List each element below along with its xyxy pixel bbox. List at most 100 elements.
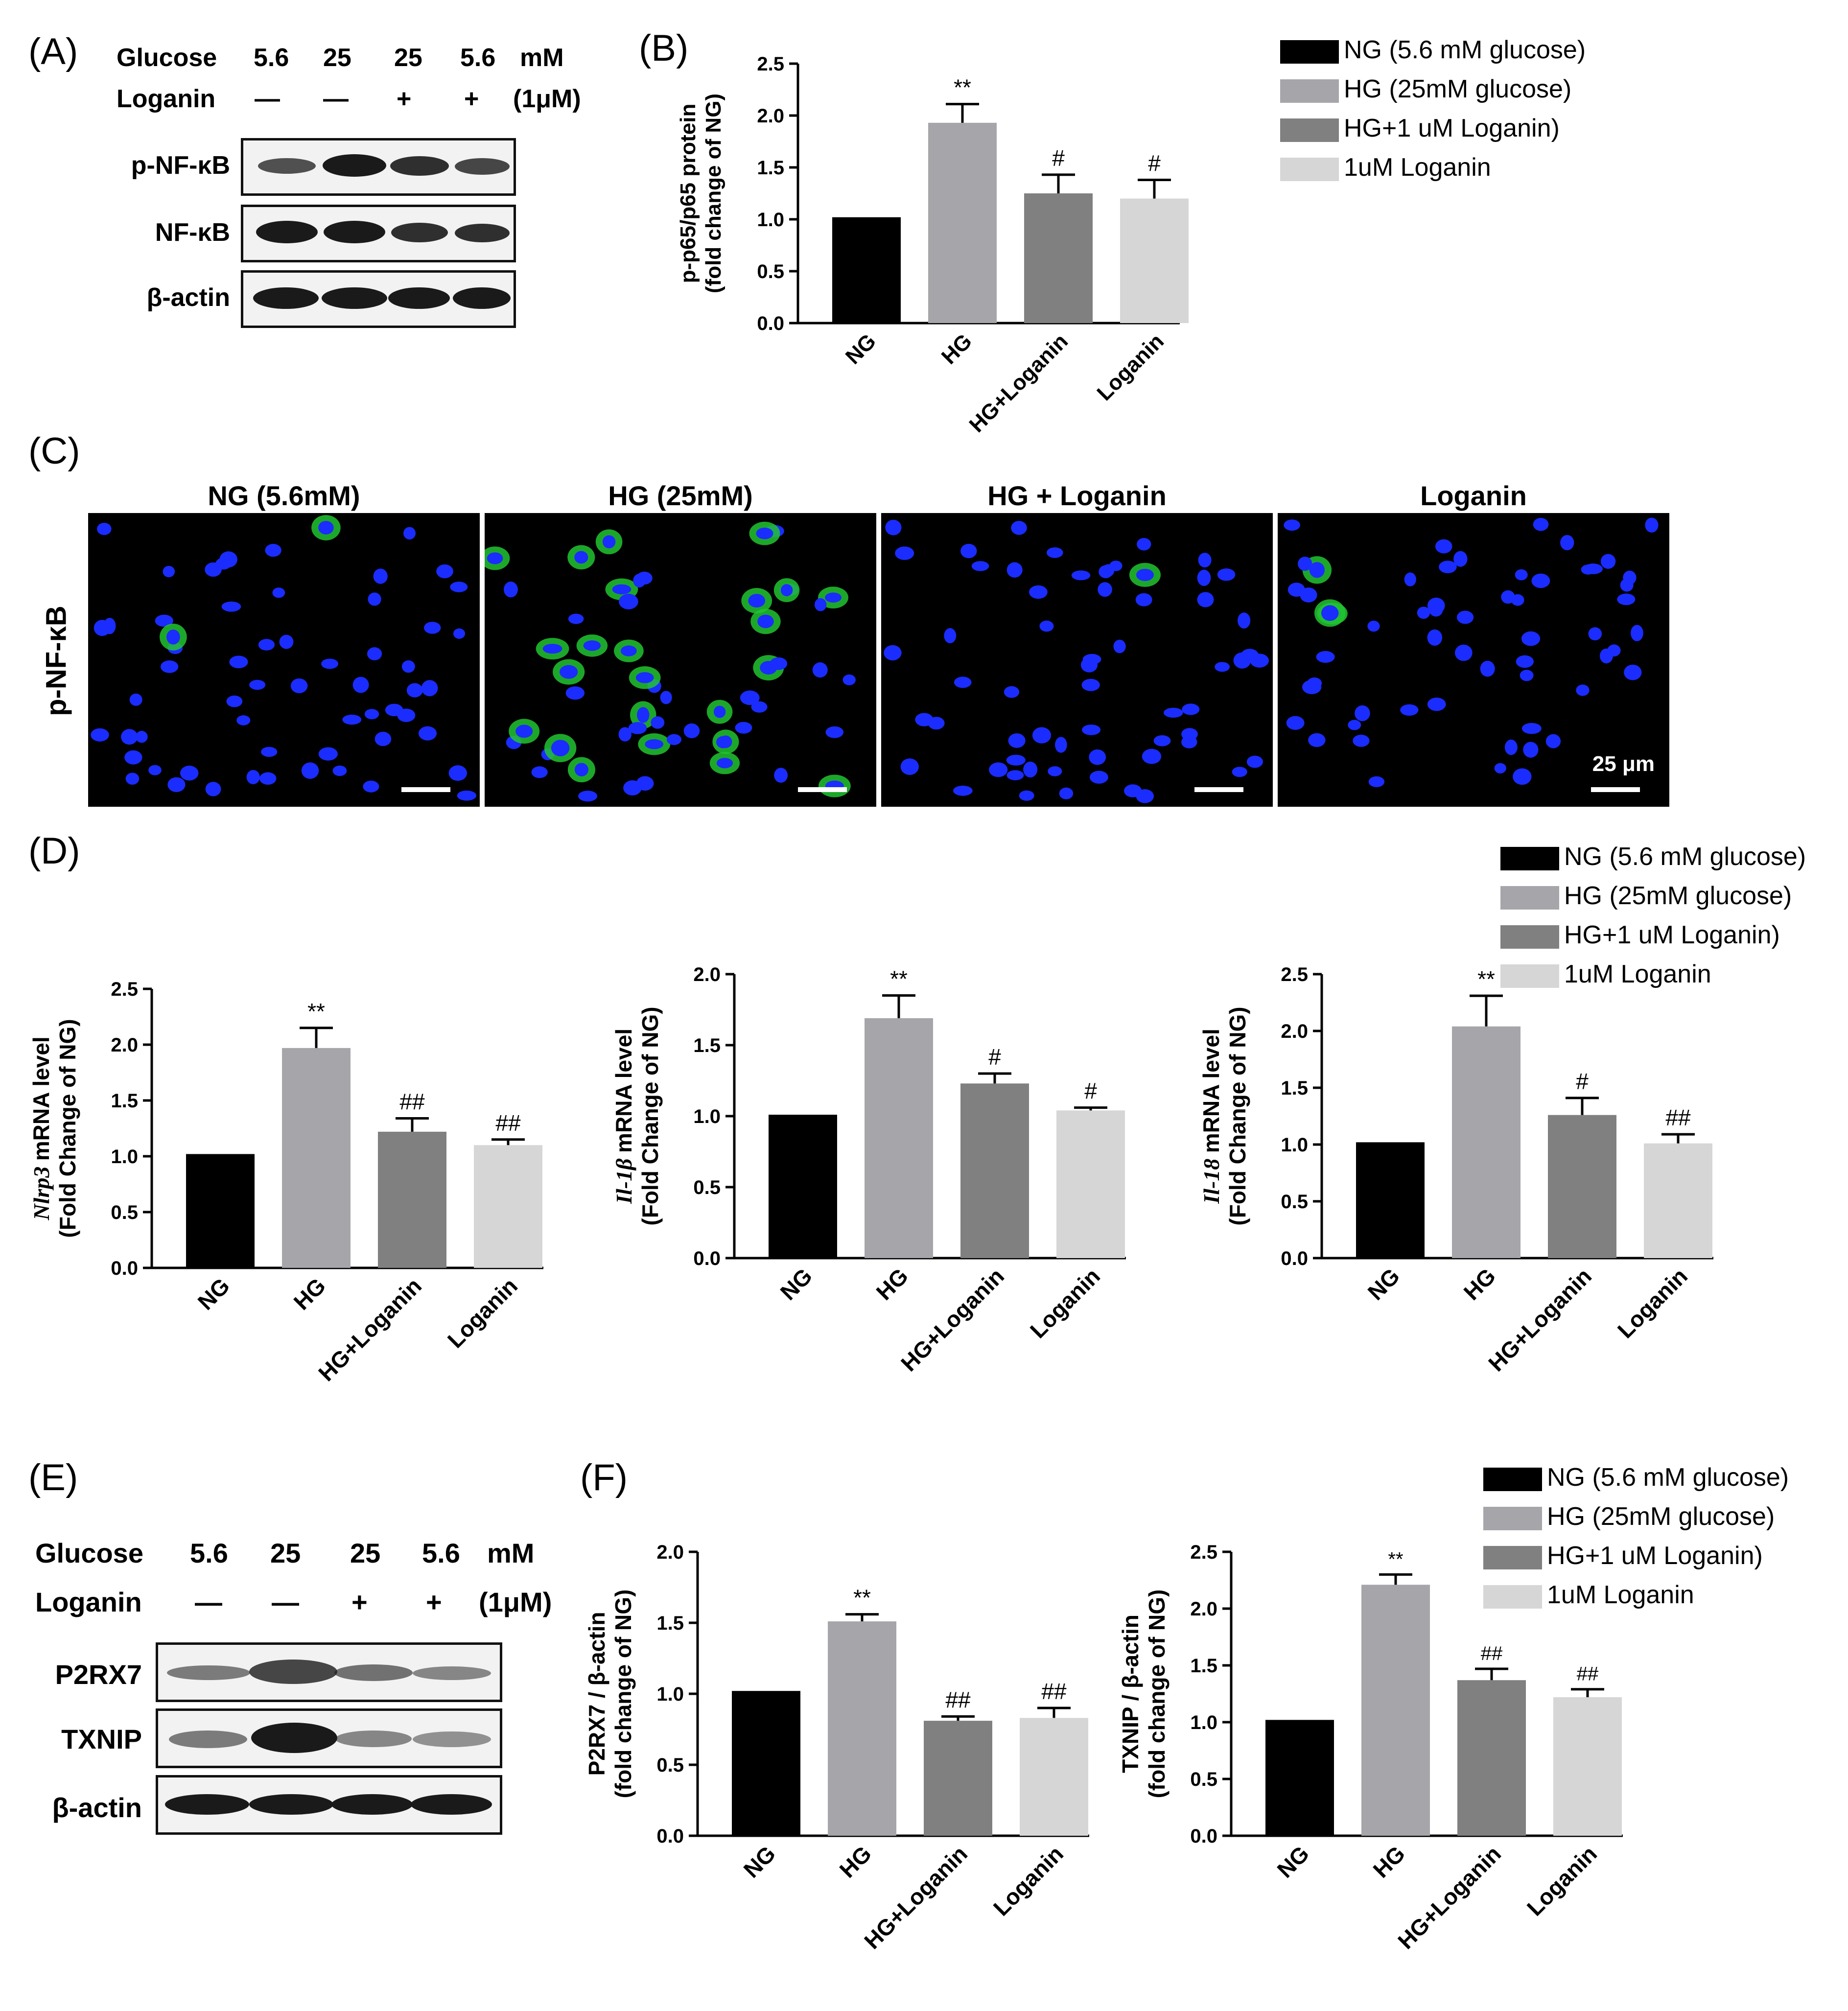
cell-nucleus <box>1583 563 1603 574</box>
x-tick-label: HG+Loganin <box>896 1263 1009 1376</box>
x-tick-label: NG <box>1363 1263 1405 1305</box>
cell-nucleus <box>1011 521 1027 535</box>
y-tick-label: 1.0 <box>1190 1712 1217 1733</box>
cell-nucleus <box>1600 554 1616 569</box>
cell-nucleus <box>953 785 973 796</box>
cell-nucleus <box>1089 771 1108 784</box>
y-tick-label: 0.0 <box>656 1825 684 1847</box>
cell-nucleus <box>424 622 441 634</box>
glucose-value-e-4: 5.6 <box>422 1538 460 1568</box>
y-tick-label: 2.0 <box>757 105 784 127</box>
legend-d-label-hg: HG (25mM glucose) <box>1564 882 1792 910</box>
cell-nucleus <box>885 519 902 536</box>
bar-loganin <box>1056 1110 1125 1258</box>
y-tick-label: 1.0 <box>757 209 784 231</box>
cell-nucleus <box>226 695 243 707</box>
micro-title-ng: NG (5.6mM) <box>208 480 360 511</box>
x-tick-label: HG <box>937 329 977 369</box>
bar-loganin <box>1120 198 1189 323</box>
chart-d3: 0.0 0.5 1.0 1.5 2.0 2.5 Il-18 mRNA level (Fold … <box>1198 964 1713 1376</box>
significance-mark: # <box>1084 1078 1097 1104</box>
cell-nucleus <box>1427 697 1446 711</box>
x-tick-label: HG+Loganin <box>1393 1841 1506 1954</box>
significance-mark: ** <box>1477 966 1495 992</box>
bar-hg <box>865 1018 933 1258</box>
cell-nucleus <box>1215 662 1230 672</box>
cell-nucleus <box>1250 654 1269 668</box>
x-tick-label: Loganin <box>1092 329 1169 405</box>
y-axis-label: Il-1β mRNA level (Fold Change of NG) <box>611 1006 663 1225</box>
legend-f-label-hgl: HG+1 uM Loganin) <box>1547 1542 1763 1570</box>
legend-d-swatch-hgl <box>1500 925 1559 949</box>
bar-ng <box>769 1115 837 1258</box>
y-tick-label: 0.5 <box>1190 1769 1217 1790</box>
y-axis-label-line-1: TXNIP / β-actin <box>1118 1614 1143 1773</box>
y-tick-label: 1.5 <box>656 1613 684 1634</box>
x-tick-label: NG <box>841 329 881 369</box>
cell-nucleus <box>1004 686 1020 698</box>
y-tick-label: 1.5 <box>1190 1655 1217 1677</box>
cell-nucleus <box>453 628 466 639</box>
legend-f-label-l: 1uM Loganin <box>1547 1581 1694 1609</box>
cell-nucleus <box>602 535 616 549</box>
blot-e-lane-strip-1 <box>156 1642 502 1702</box>
blot-e-row-label-2: TXNIP <box>61 1724 142 1754</box>
cell-nucleus <box>565 686 585 700</box>
bar-hg-loganin <box>378 1131 446 1268</box>
cell-nucleus <box>1367 620 1380 632</box>
x-tick-label: HG <box>835 1841 877 1883</box>
cell-nucleus <box>1113 639 1126 654</box>
cell-nucleus <box>1513 768 1532 785</box>
cell-nucleus <box>124 750 142 765</box>
cell-nucleus <box>531 766 548 778</box>
y-axis-label-line-2: (Fold Change of NG) <box>55 1019 80 1238</box>
micro-title-l: Loganin <box>1420 480 1527 511</box>
cell-nucleus <box>1520 670 1534 681</box>
cell-nucleus <box>1321 605 1339 621</box>
cell-nucleus <box>713 705 726 718</box>
y-axis-label-line-1: Il-1β mRNA level <box>611 1029 636 1204</box>
cell-nucleus <box>236 715 251 725</box>
cell-nucleus <box>612 584 632 595</box>
cell-nucleus <box>1308 733 1326 748</box>
cell-nucleus <box>954 677 972 688</box>
cell-nucleus <box>1515 569 1528 581</box>
y-tick-label: 2.5 <box>1281 964 1308 985</box>
cell-nucleus <box>1607 644 1621 657</box>
cell-nucleus <box>136 730 148 743</box>
cell-nucleus <box>551 740 570 756</box>
blot-a-row-label-3: β-actin <box>146 283 230 312</box>
cell-nucleus <box>261 747 278 757</box>
cell-nucleus <box>740 690 760 705</box>
cell-nucleus <box>1417 607 1430 619</box>
cell-nucleus <box>1576 684 1590 696</box>
loganin-value-e-4: + <box>426 1587 442 1617</box>
significance-mark: ** <box>853 1585 871 1611</box>
loganin-label-e: Loganin <box>35 1587 142 1617</box>
loganin-value-1: — <box>255 85 280 113</box>
cell-nucleus <box>332 765 347 776</box>
cell-nucleus <box>1136 568 1154 581</box>
y-tick-label: 2.5 <box>111 979 138 1000</box>
significance-mark: ** <box>307 999 325 1024</box>
x-tick-label: HG <box>1459 1263 1501 1305</box>
cell-nucleus <box>621 645 637 656</box>
scale-bar <box>1194 787 1243 792</box>
cell-nucleus <box>1404 572 1416 586</box>
cell-nucleus <box>1631 625 1643 641</box>
bar-hg-loganin <box>1548 1115 1616 1258</box>
legend-b-swatch-ng <box>1280 40 1339 64</box>
cell-nucleus <box>666 734 681 745</box>
cell-nucleus <box>1623 570 1637 585</box>
y-tick-label: 0.0 <box>1281 1248 1308 1269</box>
significance-mark: ** <box>1388 1548 1403 1570</box>
cell-nucleus <box>318 521 334 535</box>
x-tick-label: NG <box>1272 1841 1314 1883</box>
blot-e-lane-strip-3 <box>156 1775 502 1835</box>
cell-nucleus <box>1217 568 1236 581</box>
bar-loganin <box>474 1145 542 1268</box>
glucose-value-4: 5.6 <box>460 44 496 72</box>
legend-d-swatch-ng <box>1500 847 1559 870</box>
cell-nucleus <box>1348 720 1361 730</box>
cell-nucleus <box>1400 704 1419 716</box>
